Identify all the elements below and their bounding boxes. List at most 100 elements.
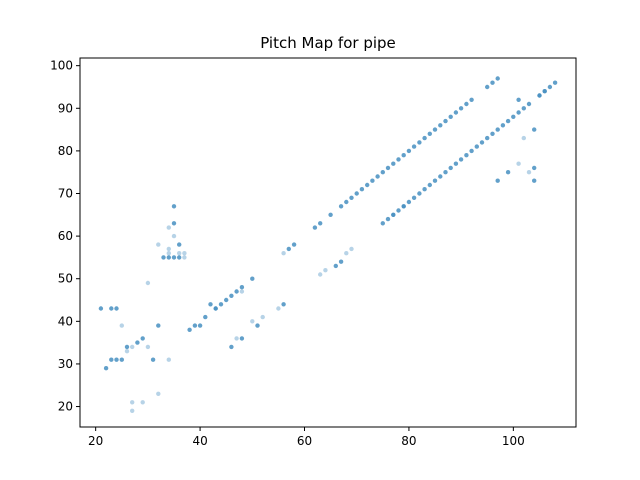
scatter-point-strong-0 — [98, 306, 104, 311]
scatter-point-strong-46 — [359, 187, 365, 192]
scatter-point-strong-52 — [391, 161, 396, 166]
scatter-point-strong-65 — [458, 106, 464, 111]
scatter-point-light-4 — [130, 344, 135, 350]
scatter-point-light-17 — [182, 251, 187, 256]
scatter-point-strong-4 — [109, 357, 114, 362]
scatter-point-light-12 — [166, 246, 171, 252]
scatter-point-light-32 — [521, 135, 526, 141]
scatter-point-strong-80 — [427, 182, 432, 188]
scatter-point-strong-36 — [291, 242, 297, 247]
scatter-point-strong-23 — [208, 302, 213, 307]
scatter-point-strong-30 — [250, 276, 255, 281]
scatter-point-strong-16 — [171, 221, 177, 226]
scatter-point-light-11 — [166, 251, 171, 256]
scatter-point-strong-91 — [485, 135, 490, 141]
scatter-point-strong-70 — [495, 76, 500, 81]
scatter-point-strong-82 — [438, 174, 443, 179]
scatter-point-light-24 — [281, 251, 286, 256]
scatter-point-strong-12 — [161, 255, 166, 260]
scatter-point-strong-34 — [281, 302, 286, 307]
scatter-point-strong-66 — [464, 101, 469, 107]
scatter-point-strong-93 — [495, 127, 500, 132]
scatter-point-strong-97 — [516, 110, 521, 115]
scatter-point-strong-18 — [177, 242, 182, 247]
y-axis-ticks: 20 30 40 50 60 70 80 90 100 — [50, 59, 80, 414]
scatter-point-strong-100 — [532, 127, 537, 132]
scatter-point-strong-63 — [448, 114, 453, 120]
scatter-point-strong-64 — [453, 110, 459, 115]
scatter-point-strong-2 — [114, 306, 119, 311]
scatter-point-strong-35 — [286, 246, 291, 252]
scatter-point-strong-94 — [500, 123, 506, 128]
x-tick-label-80: 80 — [401, 434, 416, 448]
scatter-point-strong-1 — [109, 306, 114, 311]
scatter-point-strong-42 — [338, 204, 344, 209]
scatter-point-strong-19 — [187, 327, 192, 332]
scatter-point-light-6 — [145, 344, 151, 350]
scatter-point-light-19 — [234, 336, 239, 341]
scatter-point-light-7 — [145, 280, 151, 286]
y-tick-label-60: 60 — [58, 229, 73, 243]
scatter-point-strong-69 — [490, 80, 495, 85]
scatter-point-light-10 — [166, 357, 171, 362]
scatter-point-strong-61 — [438, 123, 443, 128]
scatter-point-strong-68 — [485, 84, 490, 90]
scatter-point-light-25 — [318, 272, 323, 277]
scatter-point-strong-32 — [239, 336, 245, 341]
scatter-point-strong-96 — [511, 114, 516, 120]
scatter-point-strong-108 — [505, 170, 511, 175]
scatter-point-strong-90 — [479, 140, 485, 145]
x-axis-ticks: 20 40 60 80 100 — [88, 427, 525, 448]
scatter-point-strong-17 — [171, 204, 177, 209]
scatter-point-strong-107 — [495, 178, 500, 183]
scatter-point-strong-7 — [124, 344, 130, 350]
x-tick-label-40: 40 — [192, 434, 207, 448]
scatter-point-light-28 — [349, 246, 354, 252]
scatter-point-strong-44 — [349, 195, 354, 200]
x-tick-label-100: 100 — [502, 434, 525, 448]
scatter-point-strong-86 — [458, 157, 464, 162]
scatter-point-strong-29 — [239, 285, 245, 290]
scatter-point-strong-104 — [542, 89, 547, 94]
scatter-point-strong-59 — [427, 131, 432, 136]
scatter-point-strong-76 — [406, 199, 412, 205]
scatter-point-strong-40 — [333, 263, 338, 269]
scatter-point-strong-71 — [380, 221, 385, 226]
scatter-point-strong-15 — [177, 255, 182, 260]
scatter-point-light-23 — [276, 306, 281, 311]
y-tick-label-40: 40 — [58, 314, 73, 328]
scatter-point-strong-109 — [516, 97, 521, 103]
scatter-point-strong-9 — [140, 336, 145, 341]
scatter-point-strong-10 — [150, 357, 156, 362]
scatter-point-light-16 — [182, 255, 187, 260]
y-tick-label-70: 70 — [58, 186, 73, 200]
scatter-point-strong-22 — [203, 314, 208, 320]
y-tick-label-20: 20 — [58, 400, 73, 414]
scatter-point-strong-27 — [229, 293, 234, 298]
data-points — [98, 76, 558, 413]
scatter-point-strong-78 — [417, 191, 422, 196]
scatter-point-strong-47 — [365, 182, 370, 188]
scatter-point-strong-103 — [537, 93, 542, 98]
scatter-point-strong-31 — [229, 344, 234, 350]
scatter-point-strong-48 — [370, 178, 375, 183]
scatter-point-strong-57 — [417, 140, 422, 145]
chart-title: Pitch Map for pipe — [260, 34, 396, 52]
scatter-point-light-14 — [171, 233, 177, 239]
scatter-point-strong-88 — [469, 148, 474, 154]
scatter-point-strong-67 — [469, 97, 474, 103]
scatter-point-strong-39 — [328, 212, 333, 217]
scatter-point-strong-74 — [396, 208, 401, 213]
y-tick-label-50: 50 — [58, 272, 73, 286]
scatter-point-strong-60 — [432, 127, 438, 132]
scatter-point-strong-38 — [318, 221, 323, 226]
y-tick-label-90: 90 — [58, 101, 73, 115]
y-tick-label-100: 100 — [50, 59, 73, 73]
scatter-point-light-15 — [177, 251, 182, 256]
scatter-point-strong-98 — [521, 106, 526, 111]
scatter-point-strong-11 — [156, 323, 161, 328]
scatter-point-light-8 — [156, 391, 161, 396]
scatter-point-strong-20 — [192, 323, 198, 328]
scatter-point-strong-105 — [547, 84, 553, 90]
